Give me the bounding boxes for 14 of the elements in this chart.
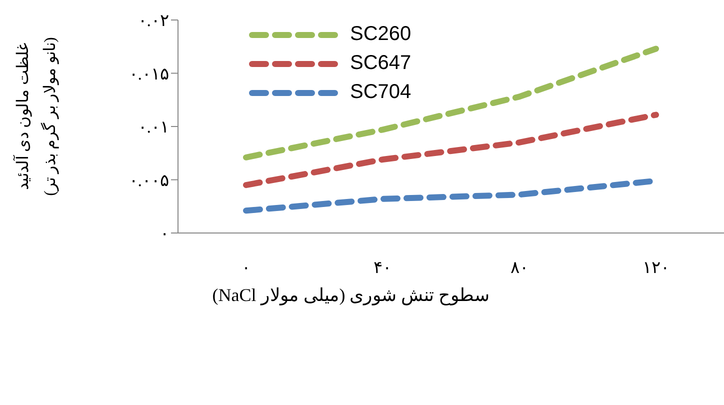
y-tick-label: ۰.۰۱۵ (128, 64, 169, 84)
legend-label: SC260 (350, 23, 412, 46)
x-tick-label: ۰ (242, 258, 250, 278)
x-tick-label: ۸۰ (510, 258, 528, 278)
x-tick-label: ۱۲۰ (642, 258, 670, 278)
y-tick-label: ۰.۰۱ (138, 118, 169, 137)
y-axis-title: غلظت مالون دی آلدئید (نانو مولار بر گرم بذر تر) (12, 37, 59, 196)
x-tick-label: ۴۰ (374, 258, 392, 278)
y-tick-label: ۰.۰۰۵ (128, 170, 169, 190)
y-tick-label: ۰ (160, 224, 169, 244)
x-axis-title: سطوح تنش شوری (میلی مولار NaCl) (212, 285, 490, 306)
legend-label: SC647 (350, 52, 412, 75)
y-tick-label: ۰.۰۲ (138, 11, 169, 30)
legend-label: SC704 (350, 81, 412, 104)
